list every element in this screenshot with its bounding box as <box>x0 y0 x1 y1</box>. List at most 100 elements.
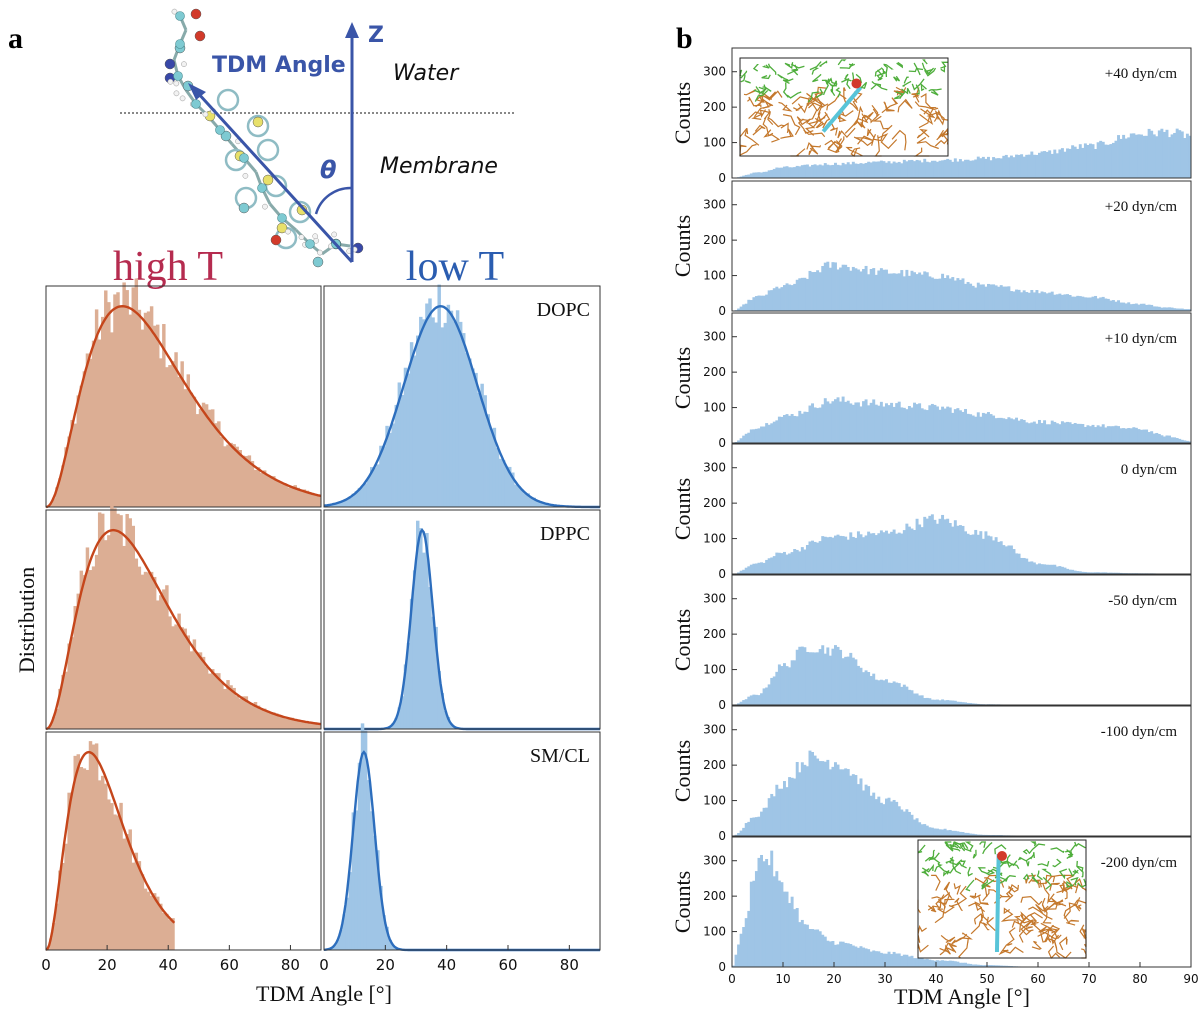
histogram-bar <box>1185 309 1189 311</box>
histogram-bar <box>897 532 901 574</box>
histogram-bar <box>737 308 741 311</box>
histogram-bar <box>241 696 246 729</box>
x-tick-label: 60 <box>1030 972 1045 986</box>
histogram-bar <box>834 944 837 967</box>
histogram-bar <box>834 399 837 443</box>
lipid-headgroup <box>782 78 794 84</box>
histogram-bar <box>1132 303 1136 311</box>
water-label: Water <box>393 61 460 86</box>
histogram-bar <box>984 413 988 443</box>
histogram-bar <box>1083 571 1087 574</box>
histogram-bar <box>360 723 365 950</box>
histogram-bar <box>785 891 789 967</box>
subplot-frame <box>45 509 322 730</box>
histogram-bar <box>336 939 340 950</box>
histogram-bar <box>754 428 758 443</box>
histogram-bar <box>803 549 807 574</box>
high-t-title: high T <box>113 244 223 290</box>
histogram-bar <box>174 352 178 507</box>
histogram-bar <box>915 693 919 705</box>
histogram-bar <box>969 283 973 311</box>
hydrogen-atom <box>173 90 180 97</box>
histogram-bar <box>762 295 766 311</box>
histogram-bar <box>198 652 203 729</box>
histogram-bar <box>987 834 990 836</box>
lipid-headgroup <box>928 849 936 862</box>
histogram-bar <box>293 485 297 507</box>
histogram-bar <box>419 316 423 507</box>
histogram-bar <box>737 833 741 836</box>
histogram-bar <box>966 159 970 178</box>
x-tick-label: 0 <box>728 972 736 986</box>
carbon-atom <box>239 153 249 163</box>
lipid-tail <box>897 98 913 113</box>
histogram-bar <box>936 960 939 967</box>
histogram-bar <box>887 161 891 178</box>
histogram-bar <box>831 401 835 443</box>
histogram-bar <box>400 696 405 729</box>
lipid-headgroup <box>924 67 937 77</box>
lipid-tail <box>940 934 956 944</box>
histogram-bar <box>1185 440 1189 443</box>
histogram-bar <box>266 474 270 507</box>
histogram-bar <box>918 524 922 574</box>
histogram-bar <box>1140 303 1143 311</box>
histogram-bar <box>811 751 814 836</box>
histogram-bar <box>737 572 741 574</box>
histogram-bar <box>798 410 802 443</box>
histogram-bar <box>732 965 735 967</box>
histogram-bar <box>67 643 71 729</box>
histogram-bar <box>747 821 751 836</box>
histogram-bar <box>872 399 876 443</box>
hydrogen-atom <box>202 111 209 118</box>
hydrogen-atom <box>331 231 338 238</box>
histogram-bar <box>984 834 988 836</box>
histogram-bar <box>821 266 825 311</box>
histogram-bar <box>821 761 825 836</box>
histogram-bar <box>1073 570 1077 574</box>
histogram-bar <box>918 695 922 705</box>
histogram-bar <box>1104 298 1108 311</box>
histogram-bar <box>52 716 56 729</box>
lipid-headgroup <box>1030 841 1037 847</box>
lipid-tail <box>809 145 822 155</box>
tension-label: 0 dyn/cm <box>1121 462 1178 478</box>
histogram-bar <box>864 535 868 574</box>
lipid-headgroup <box>811 67 820 75</box>
histogram-bar <box>900 407 904 443</box>
histogram-bar <box>311 722 316 729</box>
hydrogen-atom <box>171 8 178 15</box>
histogram-bar <box>498 458 503 507</box>
histogram-bar <box>836 397 840 443</box>
histogram-bar <box>907 689 911 705</box>
histogram-bar <box>1045 564 1049 574</box>
lipid-tail <box>850 147 861 157</box>
histogram-bar <box>851 657 855 705</box>
lipid-tail <box>955 932 973 943</box>
histogram-bar <box>915 404 919 443</box>
lipid-tail <box>917 924 927 943</box>
histogram-bar <box>742 304 746 311</box>
histogram-bar <box>275 713 279 729</box>
histogram-bar <box>422 552 426 729</box>
histogram-bar <box>446 716 451 729</box>
histogram-bar <box>1002 418 1006 443</box>
histogram-bar <box>971 534 975 574</box>
histogram-bar <box>900 809 904 836</box>
histogram-bar <box>971 415 975 443</box>
histogram-bar <box>992 965 996 967</box>
histogram-bar <box>974 964 978 967</box>
histogram-bar <box>501 460 506 507</box>
histogram-bar <box>1012 157 1016 178</box>
histogram-bar <box>877 796 881 836</box>
histogram-bar <box>1015 289 1018 311</box>
histogram-bar <box>790 285 794 311</box>
histogram-bar <box>514 484 518 507</box>
histogram-bar <box>339 502 343 507</box>
histogram-bar <box>930 514 934 574</box>
histogram-bar <box>742 927 746 967</box>
histogram-bar <box>905 523 909 574</box>
histogram-bar <box>770 557 774 574</box>
histogram-bar <box>918 403 922 443</box>
histogram-bar <box>1114 425 1118 443</box>
